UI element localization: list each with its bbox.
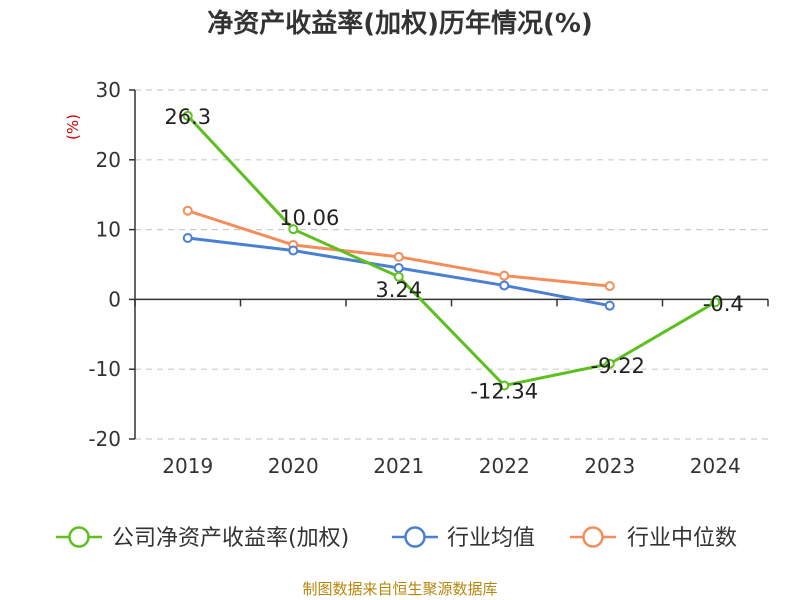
y-tick-label: -20 (88, 427, 121, 451)
x-tick-label: 2023 (584, 454, 635, 478)
data-label: 10.06 (279, 206, 339, 230)
data-point (499, 270, 510, 281)
data-label: -9.22 (591, 354, 645, 378)
series-lines (182, 110, 721, 391)
x-tick-label: 2020 (268, 454, 319, 478)
legend-marker (68, 526, 90, 548)
data-label: -0.4 (703, 292, 744, 316)
grid-lines (135, 89, 768, 440)
data-point (604, 300, 615, 311)
source-note: 制图数据来自恒生聚源数据库 (302, 580, 497, 598)
tick-labels: 30 20 10 0 -10 -20 2019 2020 2021 2022 2023 2024 (88, 78, 740, 478)
x-tick-label: 2021 (373, 454, 424, 478)
data-point (182, 110, 193, 121)
data-point (604, 281, 615, 292)
data-point (288, 224, 299, 235)
data-label: 26.3 (164, 105, 211, 129)
data-point (499, 280, 510, 291)
data-point (393, 251, 404, 262)
y-axis-unit-label: (%) (64, 114, 82, 140)
y-tick-label: 0 (108, 287, 121, 311)
data-point (182, 205, 193, 216)
legend-marker (582, 526, 604, 548)
y-tick-label: 30 (96, 78, 121, 102)
legend-label: 行业中位数 (627, 526, 737, 551)
x-tick-label: 2019 (162, 454, 213, 478)
data-point (288, 245, 299, 256)
x-tick-label: 2024 (690, 454, 741, 478)
y-tick-label: 20 (96, 148, 121, 172)
y-tick-label: -10 (88, 357, 121, 381)
data-point (393, 262, 404, 273)
series-line (186, 114, 717, 388)
legend-label: 行业均值 (447, 526, 535, 551)
axes (129, 89, 769, 440)
data-point (499, 380, 510, 391)
legend: 公司净资产收益率(加权) 行业均值 行业中位数 (56, 526, 737, 551)
legend-marker (404, 526, 426, 548)
data-label: 3.24 (375, 278, 422, 302)
data-label: -12.34 (470, 380, 538, 404)
chart-title: 净资产收益率(加权)历年情况(%) (207, 8, 593, 39)
data-point (393, 271, 404, 282)
x-tick-label: 2022 (479, 454, 530, 478)
data-labels: 26.3 10.06 3.24 -12.34 -9.22 -0.4 (164, 105, 743, 404)
data-point (604, 358, 615, 369)
y-tick-label: 10 (96, 218, 121, 242)
data-point (710, 297, 721, 308)
data-point (182, 232, 193, 243)
legend-label: 公司净资产收益率(加权) (112, 526, 349, 551)
